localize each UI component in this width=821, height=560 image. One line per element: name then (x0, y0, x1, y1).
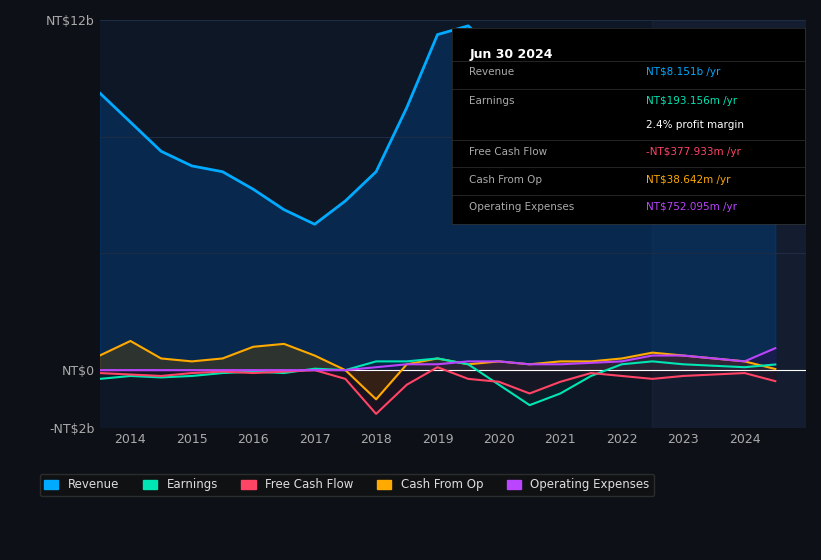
Text: NT$8.151b /yr: NT$8.151b /yr (646, 67, 720, 77)
Text: Jun 30 2024: Jun 30 2024 (470, 48, 553, 60)
Text: NT$752.095m /yr: NT$752.095m /yr (646, 202, 736, 212)
Text: NT$38.642m /yr: NT$38.642m /yr (646, 175, 730, 185)
Text: Earnings: Earnings (470, 96, 515, 106)
Text: 2.4% profit margin: 2.4% profit margin (646, 120, 744, 130)
Text: NT$193.156m /yr: NT$193.156m /yr (646, 96, 736, 106)
Text: Cash From Op: Cash From Op (470, 175, 542, 185)
Text: Operating Expenses: Operating Expenses (470, 202, 575, 212)
Text: Free Cash Flow: Free Cash Flow (470, 147, 548, 157)
Legend: Revenue, Earnings, Free Cash Flow, Cash From Op, Operating Expenses: Revenue, Earnings, Free Cash Flow, Cash … (39, 474, 654, 496)
Bar (653, 20, 806, 428)
Text: Revenue: Revenue (470, 67, 514, 77)
Text: -NT$377.933m /yr: -NT$377.933m /yr (646, 147, 741, 157)
